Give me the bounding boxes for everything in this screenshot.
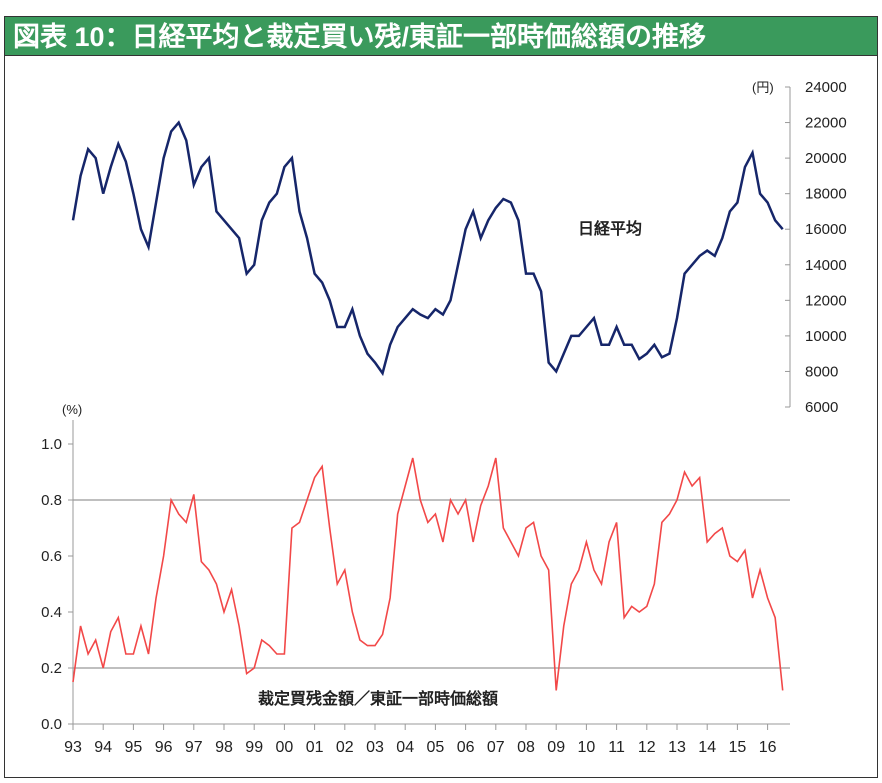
x-tick-label: 08 [517, 739, 535, 756]
x-tick-label: 05 [427, 739, 445, 756]
bottom-y-tick-label: 0.6 [41, 548, 62, 565]
x-tick-label: 14 [698, 739, 716, 756]
bottom-y-tick-label: 0.8 [41, 492, 62, 509]
x-tick-label: 00 [276, 739, 294, 756]
ratio-line [72, 457, 784, 691]
x-tick-label: 99 [245, 739, 263, 756]
x-tick-label: 06 [457, 739, 475, 756]
x-tick-label: 93 [64, 739, 82, 756]
top-y-unit: (円) [752, 80, 774, 95]
x-tick-label: 11 [608, 739, 625, 756]
chart-title: 図表 10：日経平均と裁定買い残/東証一部時価総額の推移 [4, 16, 878, 56]
top-y-tick-label: 20000 [805, 150, 847, 167]
x-tick-label: 02 [336, 739, 354, 756]
bottom-y-tick-label: 0.4 [41, 604, 62, 621]
series-label-nikkei: 日経平均 [578, 219, 642, 238]
x-tick-label: 13 [668, 739, 686, 756]
top-y-tick-label: 12000 [805, 292, 847, 309]
top-y-tick-label: 14000 [805, 257, 847, 274]
bottom-y-tick-label: 0.2 [41, 660, 62, 677]
x-tick-label: 12 [638, 739, 656, 756]
series-label-ratio: 裁定買残金額／東証一部時価総額 [258, 689, 498, 708]
top-y-tick-label: 18000 [805, 186, 847, 203]
x-tick-label: 07 [487, 739, 505, 756]
bottom-y-unit: (%) [62, 402, 82, 417]
top-y-tick-label: 16000 [805, 221, 847, 238]
top-y-tick-label: 6000 [805, 399, 838, 416]
x-tick-label: 95 [125, 739, 143, 756]
x-tick-label: 96 [155, 739, 173, 756]
x-tick-label: 10 [578, 739, 596, 756]
bottom-y-tick-label: 1.0 [41, 436, 62, 453]
nikkei-line [71, 120, 784, 377]
top-y-tick-label: 10000 [805, 328, 847, 345]
x-tick-label: 04 [396, 739, 414, 756]
x-tick-label: 15 [729, 739, 747, 756]
top-y-tick-label: 8000 [805, 363, 838, 380]
x-tick-label: 98 [215, 739, 233, 756]
chart-frame [4, 56, 878, 778]
x-tick-label: 09 [547, 739, 565, 756]
x-tick-label: 01 [306, 739, 324, 756]
x-tick-label: 97 [185, 739, 203, 756]
x-tick-label: 16 [759, 739, 777, 756]
top-y-tick-label: 22000 [805, 115, 847, 132]
x-tick-label: 94 [94, 739, 112, 756]
bottom-y-tick-label: 0.0 [41, 716, 62, 733]
top-y-tick-label: 24000 [805, 79, 847, 96]
x-tick-label: 03 [366, 739, 384, 756]
